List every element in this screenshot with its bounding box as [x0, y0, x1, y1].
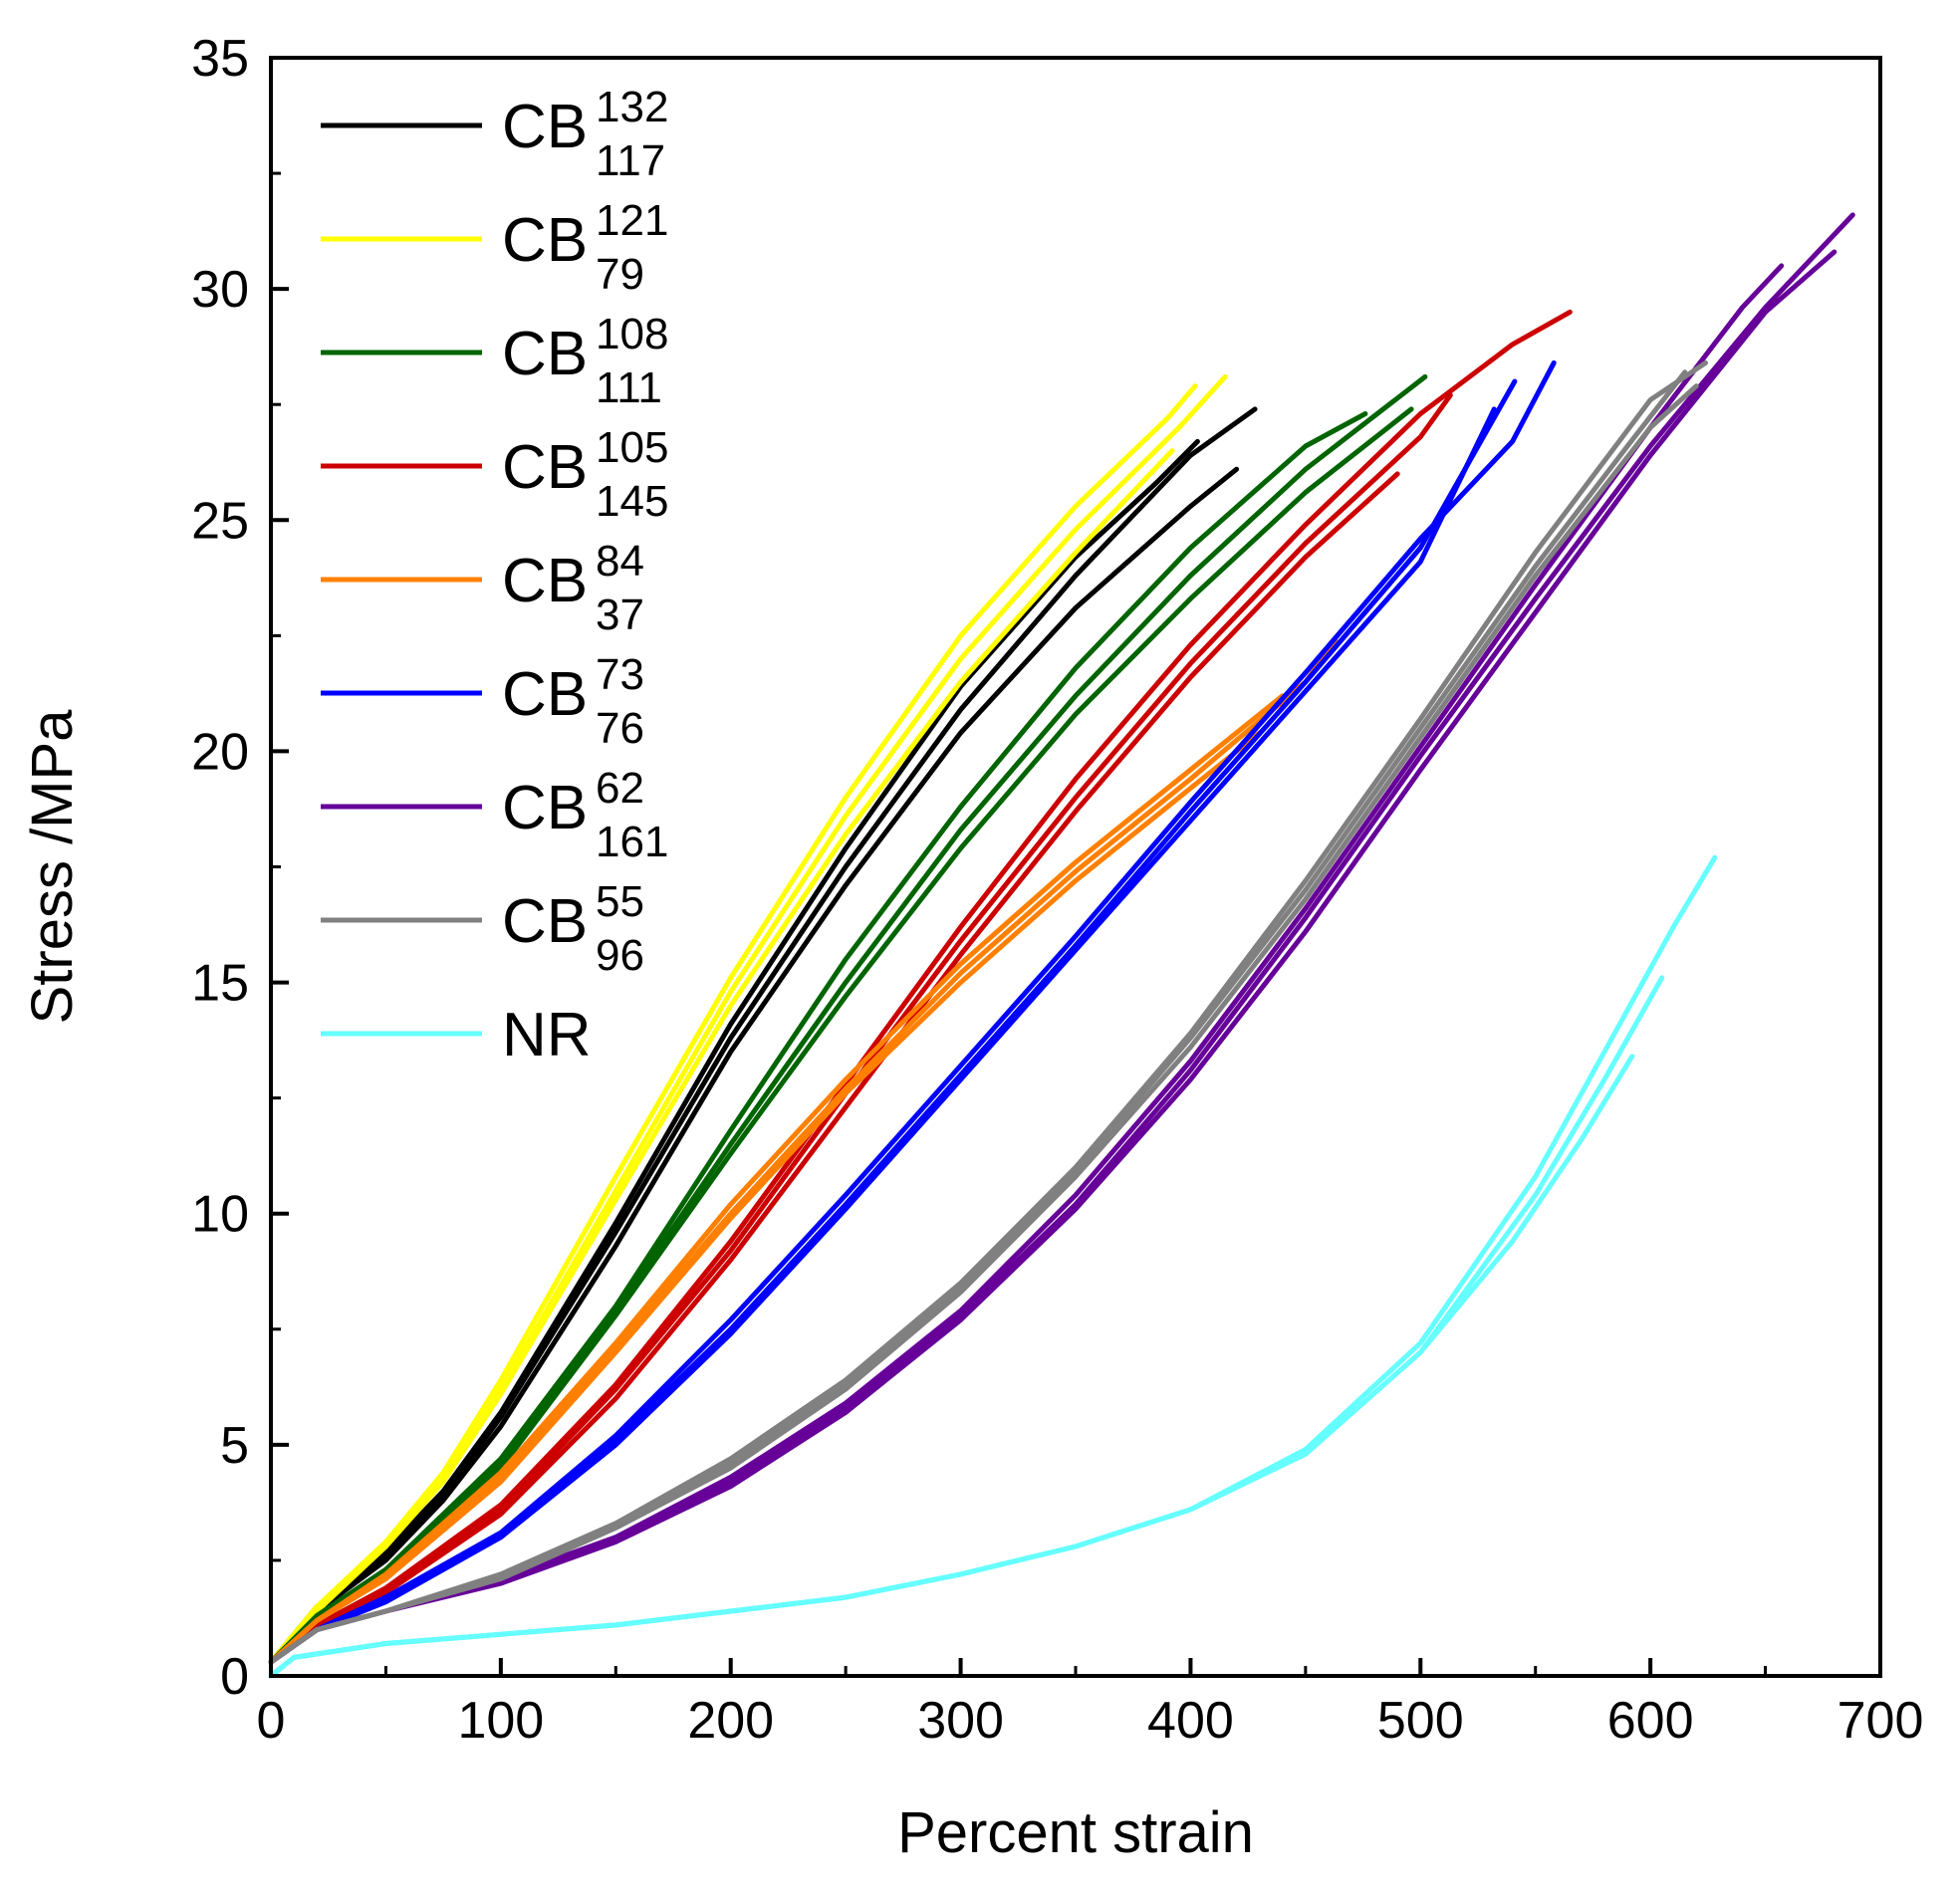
legend-entry: CB 73 76 — [321, 650, 644, 753]
curve-cb108-111-2 — [268, 373, 1428, 1665]
y-tick-label: 5 — [220, 1417, 249, 1475]
y-axis-title: Stress /MPa — [20, 709, 85, 1025]
y-tick-label: 30 — [191, 261, 249, 319]
legend-label-subscript: 37 — [596, 591, 644, 639]
x-tick-label: 300 — [917, 1692, 1004, 1750]
x-tick-label: 200 — [687, 1692, 774, 1750]
plot-frame — [269, 56, 1882, 1678]
legend-entry: CB 108 111 — [321, 310, 668, 412]
curve-cb105-145-3 — [268, 471, 1400, 1665]
legend-label-base: CB — [502, 660, 588, 729]
y-tick-label: 25 — [191, 492, 249, 550]
legend-label-superscript: 55 — [596, 877, 644, 926]
curve-cb62-161-2 — [268, 263, 1785, 1665]
curve-cb55-96-3 — [268, 383, 1699, 1665]
legend-label-base: CB — [502, 547, 588, 615]
legend-label-base: CB — [502, 433, 588, 502]
curve-cb84-37-3 — [268, 730, 1263, 1665]
x-tick-label: 400 — [1147, 1692, 1234, 1750]
legend-label-subscript: 111 — [596, 363, 662, 412]
legend-label-superscript: 105 — [596, 423, 668, 472]
axis-ticks — [269, 56, 1882, 1678]
legend-label-subscript: 145 — [596, 477, 668, 526]
curve-cb84-37-1 — [268, 693, 1286, 1665]
legend-label-base: CB — [502, 320, 588, 388]
legend-label-base: CB — [502, 93, 588, 161]
legend-entry: CB 121 79 — [321, 196, 668, 299]
curve-cb121-79-1 — [268, 383, 1198, 1665]
legend-label-superscript: 132 — [596, 83, 668, 131]
curve-nr-1 — [268, 854, 1718, 1679]
legend-label-superscript: 62 — [596, 764, 644, 813]
x-tick-label: 600 — [1607, 1692, 1694, 1750]
x-tick-label: 700 — [1838, 1692, 1924, 1750]
curve-cb132-117-2 — [268, 406, 1258, 1665]
legend-label-superscript: 108 — [596, 310, 668, 358]
legend-label-subscript: 96 — [596, 931, 644, 980]
y-tick-label: 0 — [220, 1648, 249, 1706]
legend-label-superscript: 73 — [596, 650, 644, 699]
curve-cb55-96-1 — [268, 359, 1708, 1665]
legend-label-subscript: 117 — [596, 136, 665, 185]
legend-entry: NR — [321, 1001, 592, 1069]
x-axis-title: Percent strain — [897, 1800, 1254, 1865]
legend-label-superscript: 121 — [596, 196, 668, 245]
curve-cb55-96-2 — [268, 369, 1688, 1665]
curve-cb73-76-2 — [268, 378, 1518, 1665]
y-tick-label: 10 — [191, 1186, 249, 1244]
legend-entry: CB 132 117 — [321, 83, 668, 185]
y-tick-label: 15 — [191, 955, 249, 1013]
legend-label-subscript: 79 — [596, 250, 644, 299]
curve-cb73-76-3 — [268, 406, 1497, 1665]
legend-label-subscript: 161 — [596, 818, 668, 866]
legend-label-base: CB — [502, 887, 588, 956]
y-tick-label: 35 — [191, 30, 249, 88]
legend-entry: CB 62 161 — [321, 764, 668, 866]
legend-label-base: CB — [502, 774, 588, 842]
legend-label-superscript: 84 — [596, 537, 644, 586]
x-tick-label: 100 — [457, 1692, 544, 1750]
curve-cb132-117-1 — [268, 466, 1240, 1665]
y-tick-label: 20 — [191, 723, 249, 781]
axis-tick-labels: 0 100 200 300 400 500 600 700 0 5 10 15 20 25 30 35 — [191, 30, 1923, 1750]
x-tick-label: 0 — [257, 1692, 286, 1750]
legend-label-base: NR — [502, 1001, 592, 1069]
chart-curves — [268, 212, 1855, 1679]
legend-entry: CB 105 145 — [321, 423, 668, 526]
curve-cb121-79-3 — [268, 448, 1175, 1665]
legend-label-subscript: 76 — [596, 704, 644, 753]
legend-label-base: CB — [502, 206, 588, 275]
x-tick-label: 500 — [1377, 1692, 1464, 1750]
legend-entry: CB 55 96 — [321, 877, 644, 980]
curve-nr-3 — [268, 1054, 1635, 1679]
legend-entry: CB 84 37 — [321, 537, 644, 639]
